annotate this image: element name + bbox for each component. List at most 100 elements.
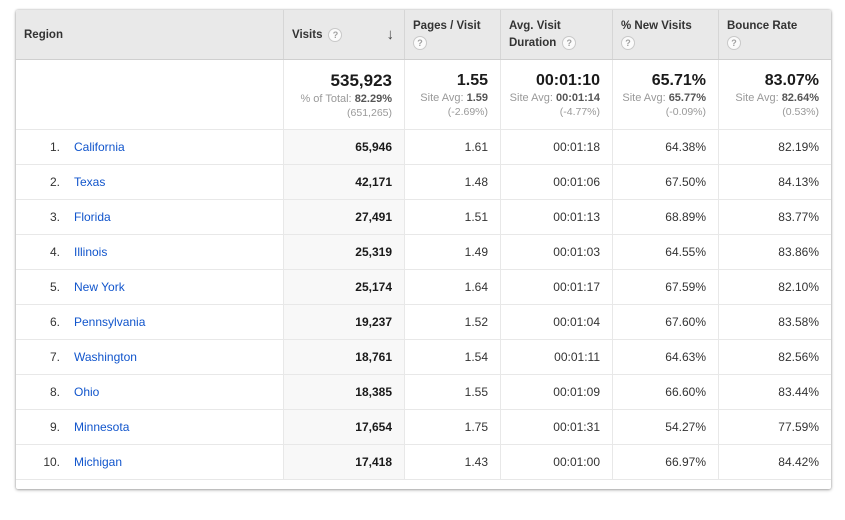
column-header-new-visits-label: % New Visits [621, 19, 692, 32]
column-header-avg-visit-duration[interactable]: Avg. Visit Duration ? [500, 10, 612, 59]
pages-per-visit-cell: 1.49 [404, 235, 500, 269]
bounce-rate-cell: 83.86% [718, 235, 831, 269]
table-row: 10. Michigan 17,418 1.43 00:01:00 66.97%… [16, 445, 831, 480]
bounce-rate-cell: 82.56% [718, 340, 831, 374]
row-rank: 7. [49, 350, 60, 364]
row-rank: 6. [49, 315, 60, 329]
region-link[interactable]: Washington [74, 350, 137, 364]
region-cell: 8. Ohio [16, 375, 283, 409]
visits-cell: 65,946 [283, 130, 404, 164]
region-link[interactable]: New York [74, 280, 125, 294]
region-link[interactable]: Ohio [74, 385, 100, 399]
column-header-bounce-label: Bounce Rate [727, 19, 798, 32]
summary-visits-cell: 535,923 % of Total: 82.29% (651,265) [283, 60, 404, 129]
region-link[interactable]: Michigan [74, 455, 123, 469]
row-rank: 2. [49, 175, 60, 189]
pct-new-visits-cell: 67.60% [612, 305, 718, 339]
bounce-rate-cell: 82.10% [718, 270, 831, 304]
visits-cell: 19,237 [283, 305, 404, 339]
pct-new-visits-cell: 64.38% [612, 130, 718, 164]
avg-visit-duration-cell: 00:01:17 [500, 270, 612, 304]
avg-visit-duration-cell: 00:01:06 [500, 165, 612, 199]
region-cell: 6. Pennsylvania [16, 305, 283, 339]
bounce-rate-cell: 83.77% [718, 200, 831, 234]
visits-cell: 17,418 [283, 445, 404, 479]
summary-bounce-cell: 83.07% Site Avg: 82.64% (0.53%) [718, 60, 831, 129]
region-link[interactable]: Pennsylvania [74, 315, 146, 329]
column-header-visits-label: Visits [292, 28, 323, 41]
summary-pages-site-avg: Site Avg: 1.59 [420, 91, 488, 104]
summary-pages-paren: (-2.69%) [447, 105, 488, 118]
bounce-rate-cell: 84.13% [718, 165, 831, 199]
table-row: 2. Texas 42,171 1.48 00:01:06 67.50% 84.… [16, 165, 831, 200]
table-summary-row: 535,923 % of Total: 82.29% (651,265) 1.5… [16, 60, 831, 130]
sort-descending-icon: ↓ [386, 26, 395, 43]
column-header-pages-per-visit[interactable]: Pages / Visit ? [404, 10, 500, 59]
summary-new-visits-paren: (-0.09%) [665, 105, 706, 118]
help-icon[interactable]: ? [562, 35, 577, 50]
column-header-duration-label-line1: Avg. Visit [509, 19, 561, 32]
summary-new-visits-value: 65.71% [651, 71, 706, 89]
pct-new-visits-cell: 54.27% [612, 410, 718, 444]
column-header-region-label: Region [24, 28, 63, 41]
summary-new-visits-cell: 65.71% Site Avg: 65.77% (-0.09%) [612, 60, 718, 129]
region-link[interactable]: California [74, 140, 125, 154]
region-cell: 4. Illinois [16, 235, 283, 269]
bounce-rate-cell: 77.59% [718, 410, 831, 444]
column-header-visits[interactable]: Visits ? ↓ [283, 10, 404, 59]
table-row: 3. Florida 27,491 1.51 00:01:13 68.89% 8… [16, 200, 831, 235]
pages-per-visit-cell: 1.51 [404, 200, 500, 234]
summary-bounce-site-avg: Site Avg: 82.64% [735, 91, 819, 104]
avg-visit-duration-cell: 00:01:00 [500, 445, 612, 479]
summary-new-visits-site-avg: Site Avg: 65.77% [622, 91, 706, 104]
column-header-pct-new-visits[interactable]: % New Visits ? [612, 10, 718, 59]
help-icon[interactable]: ? [621, 35, 635, 50]
pages-per-visit-cell: 1.48 [404, 165, 500, 199]
avg-visit-duration-cell: 00:01:18 [500, 130, 612, 164]
summary-duration-value: 00:01:10 [535, 71, 600, 89]
pages-per-visit-cell: 1.43 [404, 445, 500, 479]
summary-visits-pct-of-total: % of Total: 82.29% [300, 92, 392, 105]
bounce-rate-cell: 82.19% [718, 130, 831, 164]
region-link[interactable]: Florida [74, 210, 111, 224]
table-body: 1. California 65,946 1.61 00:01:18 64.38… [16, 130, 831, 480]
help-icon[interactable]: ? [328, 27, 343, 42]
table-row: 1. California 65,946 1.61 00:01:18 64.38… [16, 130, 831, 165]
column-header-bounce-rate[interactable]: Bounce Rate ? [718, 10, 831, 59]
region-link[interactable]: Illinois [74, 245, 108, 259]
visits-cell: 42,171 [283, 165, 404, 199]
pages-per-visit-cell: 1.54 [404, 340, 500, 374]
region-link[interactable]: Texas [74, 175, 106, 189]
summary-pages-value: 1.55 [456, 71, 488, 89]
summary-visits-paren: (651,265) [347, 106, 392, 119]
row-rank: 5. [49, 280, 60, 294]
column-header-region[interactable]: Region [16, 10, 283, 59]
pages-per-visit-cell: 1.55 [404, 375, 500, 409]
region-cell: 1. California [16, 130, 283, 164]
table-row: 8. Ohio 18,385 1.55 00:01:09 66.60% 83.4… [16, 375, 831, 410]
analytics-table-card: Region Visits ? ↓ Pages / Visit ? Avg. V… [16, 10, 831, 489]
summary-region-cell [16, 60, 283, 129]
avg-visit-duration-cell: 00:01:04 [500, 305, 612, 339]
visits-cell: 25,319 [283, 235, 404, 269]
pages-per-visit-cell: 1.75 [404, 410, 500, 444]
region-cell: 10. Michigan [16, 445, 283, 479]
avg-visit-duration-cell: 00:01:03 [500, 235, 612, 269]
bounce-rate-cell: 83.44% [718, 375, 831, 409]
pct-new-visits-cell: 66.60% [612, 375, 718, 409]
row-rank: 10. [43, 455, 60, 469]
help-icon[interactable]: ? [727, 35, 741, 50]
region-cell: 5. New York [16, 270, 283, 304]
visits-cell: 18,761 [283, 340, 404, 374]
pct-new-visits-cell: 64.63% [612, 340, 718, 374]
column-header-duration-label-line2: Duration [509, 36, 557, 49]
region-link[interactable]: Minnesota [74, 420, 130, 434]
visits-cell: 18,385 [283, 375, 404, 409]
pages-per-visit-cell: 1.64 [404, 270, 500, 304]
row-rank: 1. [49, 140, 60, 154]
avg-visit-duration-cell: 00:01:09 [500, 375, 612, 409]
bounce-rate-cell: 84.42% [718, 445, 831, 479]
pct-new-visits-cell: 67.59% [612, 270, 718, 304]
help-icon[interactable]: ? [413, 35, 427, 50]
row-rank: 9. [49, 420, 60, 434]
